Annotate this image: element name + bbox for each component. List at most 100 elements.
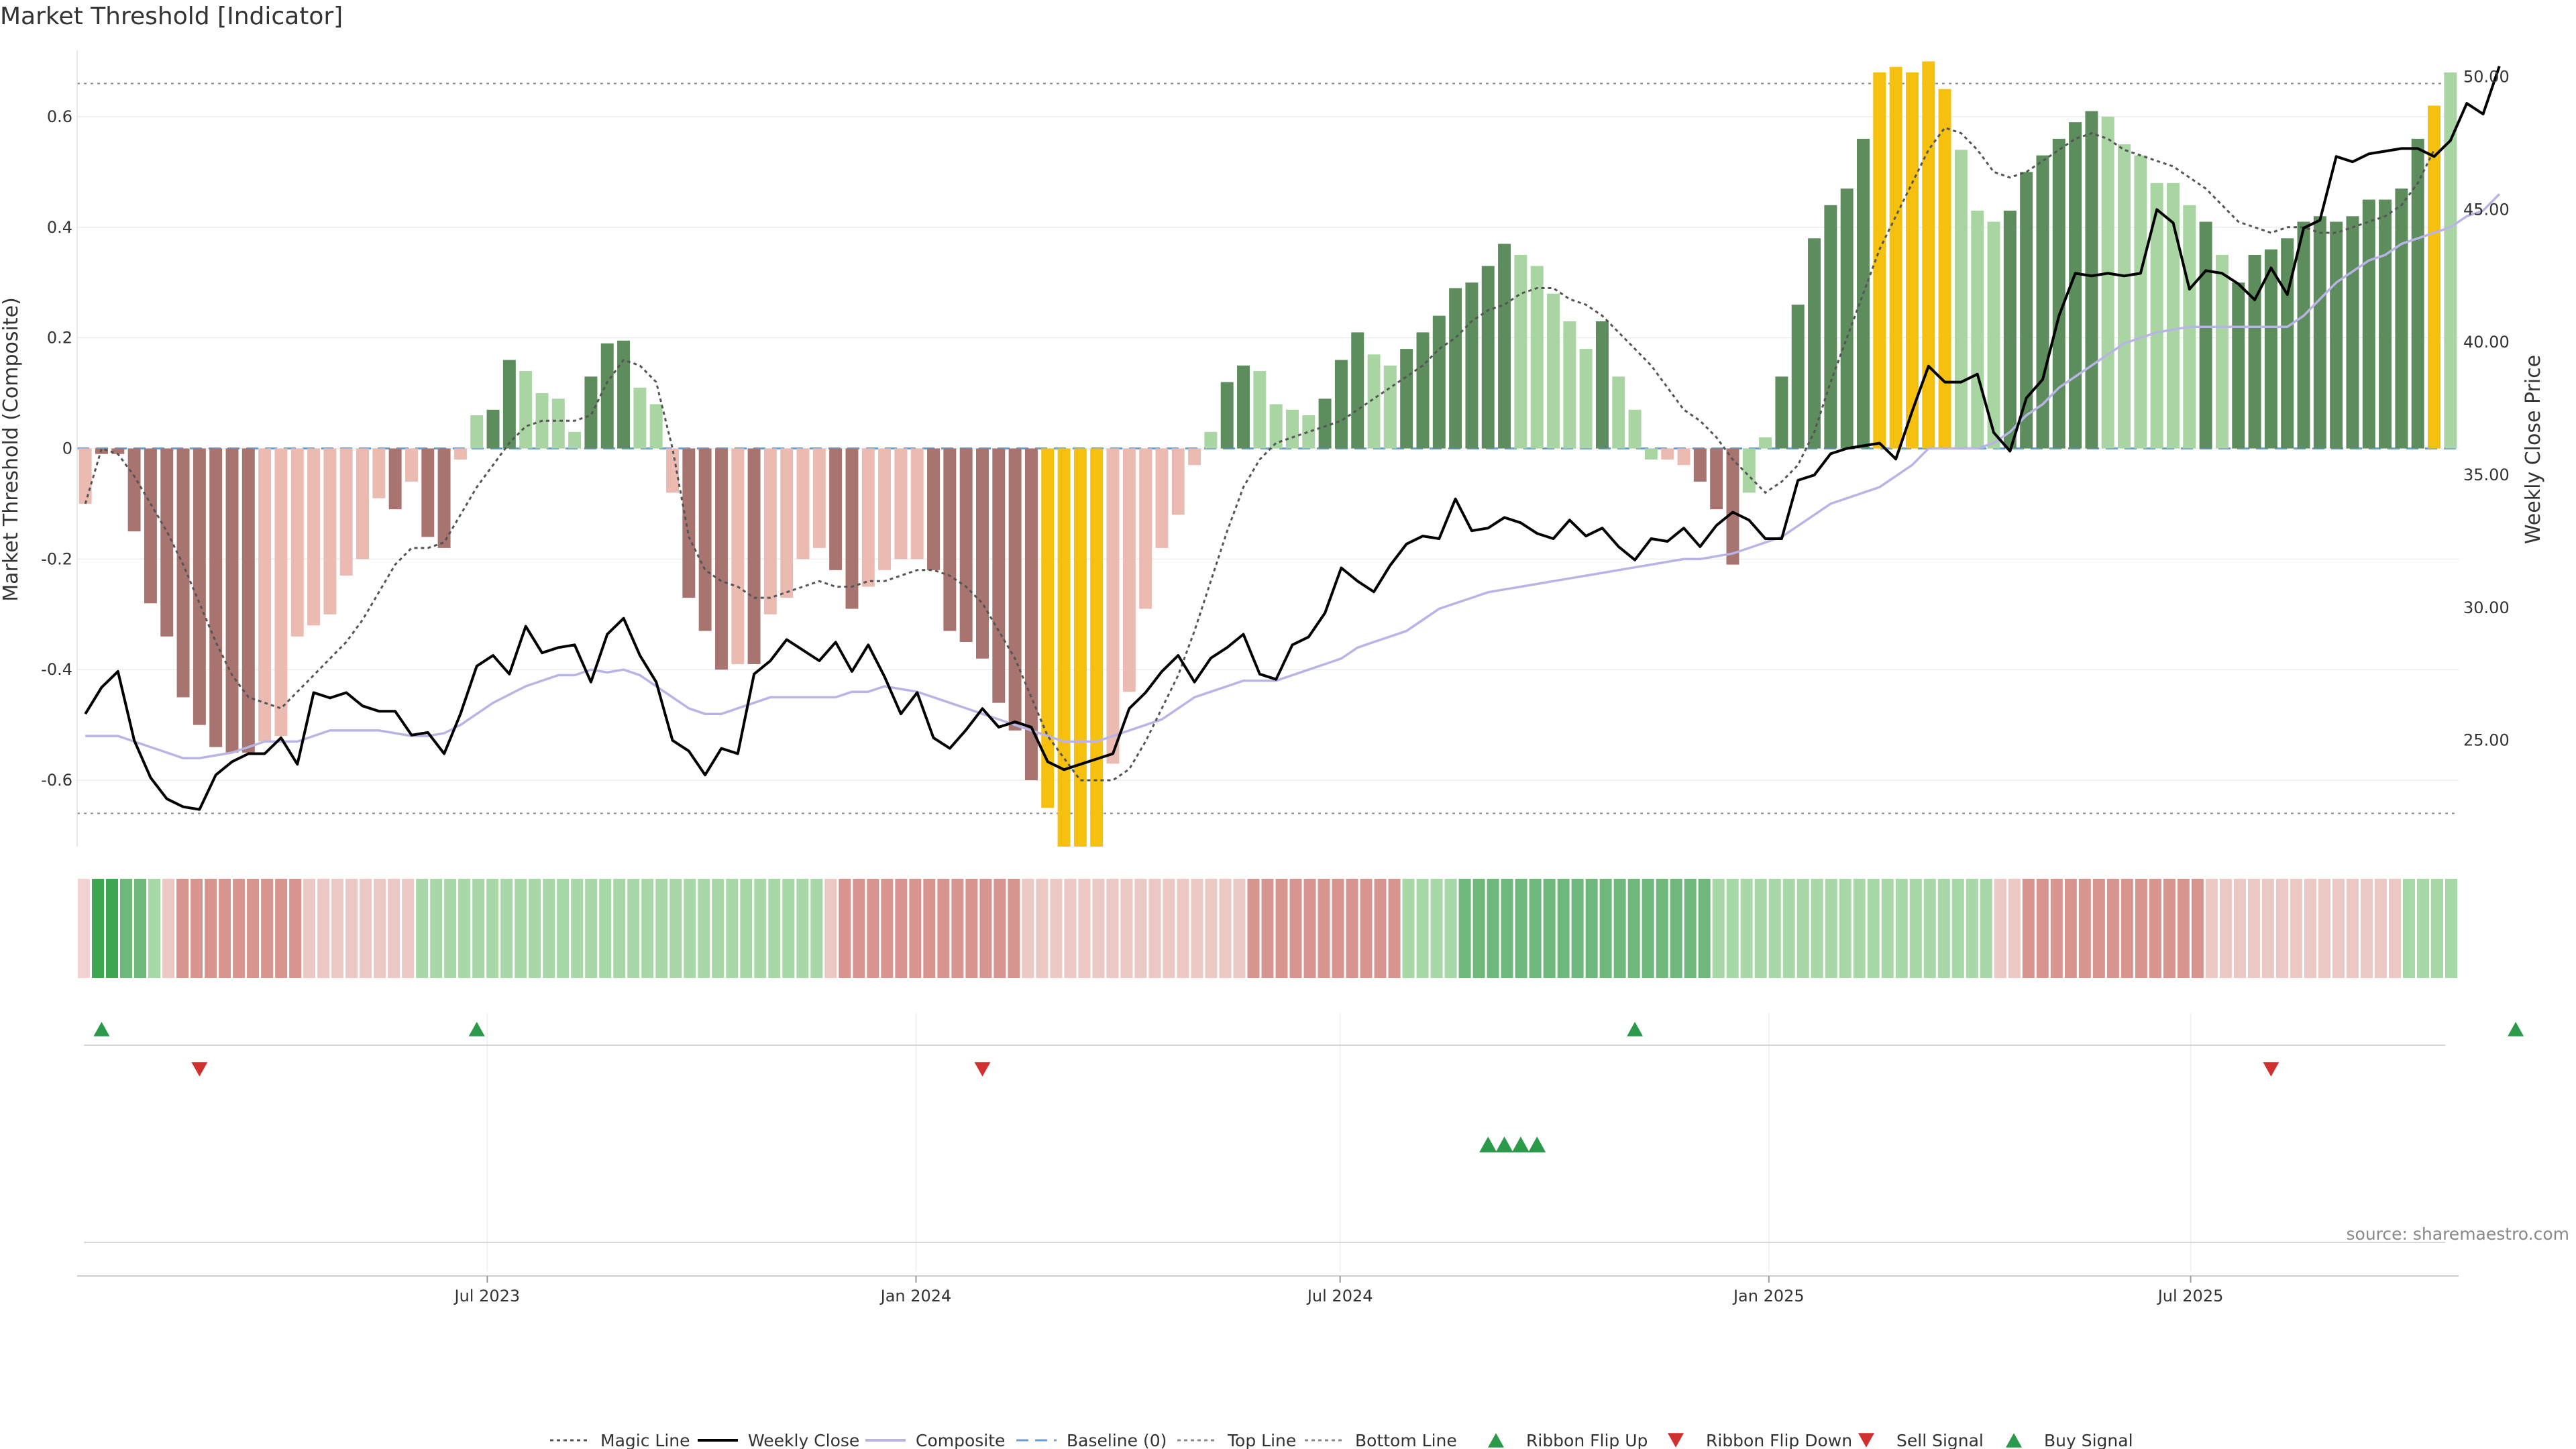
composite-bar — [78, 448, 92, 504]
ribbon-cell — [500, 879, 513, 978]
composite-bar — [486, 409, 500, 449]
composite-bar — [1090, 448, 1104, 847]
composite-bar — [600, 343, 614, 449]
legend-item: Weekly Close — [698, 1431, 859, 1449]
ribbon-cell — [712, 879, 724, 978]
ribbon-cell — [2261, 879, 2274, 978]
composite-bar — [2085, 111, 2098, 449]
composite-bar — [796, 448, 810, 559]
legend-item: Baseline (0) — [1016, 1431, 1167, 1449]
ribbon-flip-up-marker — [93, 1022, 110, 1036]
ribbon-cell — [853, 879, 865, 978]
composite-bar — [1041, 448, 1055, 808]
ribbon-cell — [2388, 879, 2401, 978]
ribbon-cell — [669, 879, 682, 978]
composite-bar — [1661, 448, 1674, 460]
composite-bar — [1987, 221, 2000, 449]
legend-swatch-marker — [1488, 1433, 1504, 1448]
composite-bar — [1922, 61, 1935, 449]
ribbon-cell — [1726, 879, 1739, 978]
composite-bar — [959, 448, 973, 643]
composite-bar — [421, 448, 435, 537]
ribbon-cell — [2177, 879, 2190, 978]
x-tick-label: Jan 2025 — [1732, 1287, 1805, 1305]
ribbon-cell — [1529, 879, 1542, 978]
composite-bar — [1824, 205, 1837, 449]
composite-bar — [2052, 138, 2065, 449]
y-tick-label: 0.6 — [47, 107, 72, 126]
y2-tick-label: 35.00 — [2463, 466, 2510, 484]
composite-bar — [910, 448, 924, 559]
composite-line — [85, 193, 2501, 759]
composite-bar — [470, 415, 484, 449]
composite-bar — [1188, 448, 1201, 466]
composite-bar — [2346, 216, 2359, 449]
composite-bar — [1644, 448, 1658, 460]
ribbon-cell — [486, 879, 499, 978]
ribbon-cell — [2022, 879, 2035, 978]
buy-signal-marker — [1479, 1136, 1497, 1152]
composite-bar — [1253, 371, 1267, 449]
ribbon-flip-down-marker — [974, 1062, 991, 1077]
ribbon-cell — [1346, 879, 1358, 978]
composite-bar — [1400, 349, 1413, 449]
ribbon-cell — [176, 879, 189, 978]
ribbon-cell — [1740, 879, 1753, 978]
ribbon-cell — [416, 879, 429, 978]
composite-bar — [405, 448, 418, 482]
x-tick-label: Jul 2023 — [453, 1287, 521, 1305]
ribbon-cell — [1670, 879, 1682, 978]
ribbon-cell — [895, 879, 908, 978]
ribbon-flip-up-marker — [468, 1022, 485, 1036]
ribbon-cell — [374, 879, 386, 978]
ribbon-cell — [979, 879, 992, 978]
composite-bar — [649, 404, 663, 449]
ribbon-cell — [543, 879, 555, 978]
ribbon-cell — [219, 879, 231, 978]
composite-bar — [1628, 409, 1642, 449]
x-axis: Jul 2023 Jan 2024 Jul 2024 Jan 2025 Jul 2025 — [77, 1013, 2459, 1305]
composite-bar — [225, 448, 239, 753]
ribbon-cell — [1163, 879, 1175, 978]
ribbon-cell — [1515, 879, 1527, 978]
legend-label: Buy Signal — [2044, 1431, 2133, 1449]
ribbon-cell — [1134, 879, 1147, 978]
legend-item: Bottom Line — [1305, 1431, 1457, 1449]
composite-bar — [356, 448, 369, 559]
composite-bar — [714, 448, 728, 670]
ribbon-cell — [529, 879, 541, 978]
composite-bar — [1775, 376, 1788, 449]
composite-bar — [176, 448, 190, 698]
composite-bar — [2428, 105, 2441, 449]
legend-label: Composite — [916, 1431, 1005, 1449]
composite-bar — [1547, 293, 1560, 449]
ribbon-flip-up-marker — [2508, 1022, 2524, 1036]
composite-bar — [682, 448, 696, 598]
ribbon-flip-down-marker — [2263, 1062, 2279, 1077]
ribbon-cell — [1853, 879, 1866, 978]
composite-bar — [1514, 254, 1527, 449]
ribbon-cell — [909, 879, 922, 978]
composite-bar — [437, 448, 451, 548]
ribbon-cell — [1966, 879, 1978, 978]
composite-bar — [1498, 244, 1511, 449]
ribbon-cell — [768, 879, 781, 978]
ribbon-cell — [2346, 879, 2359, 978]
composite-bar — [1318, 398, 1332, 449]
magic-line — [84, 126, 2435, 782]
composite-bar — [1302, 415, 1316, 449]
composite-bar — [845, 448, 859, 609]
ribbon-cell — [1796, 879, 1809, 978]
composite-bar — [388, 448, 402, 510]
composite-bar — [274, 448, 288, 737]
composite-bar — [1220, 382, 1234, 449]
ribbon-strip — [78, 879, 2457, 978]
composite-bar — [1677, 448, 1690, 466]
ribbon-cell — [2275, 879, 2288, 978]
composite-bar — [2118, 144, 2131, 449]
y2-tick-label: 50.00 — [2463, 68, 2510, 87]
ribbon-cell — [430, 879, 443, 978]
ribbon-cell — [191, 879, 203, 978]
y-tick-label: -0.2 — [41, 549, 72, 568]
ribbon-cell — [2416, 879, 2429, 978]
